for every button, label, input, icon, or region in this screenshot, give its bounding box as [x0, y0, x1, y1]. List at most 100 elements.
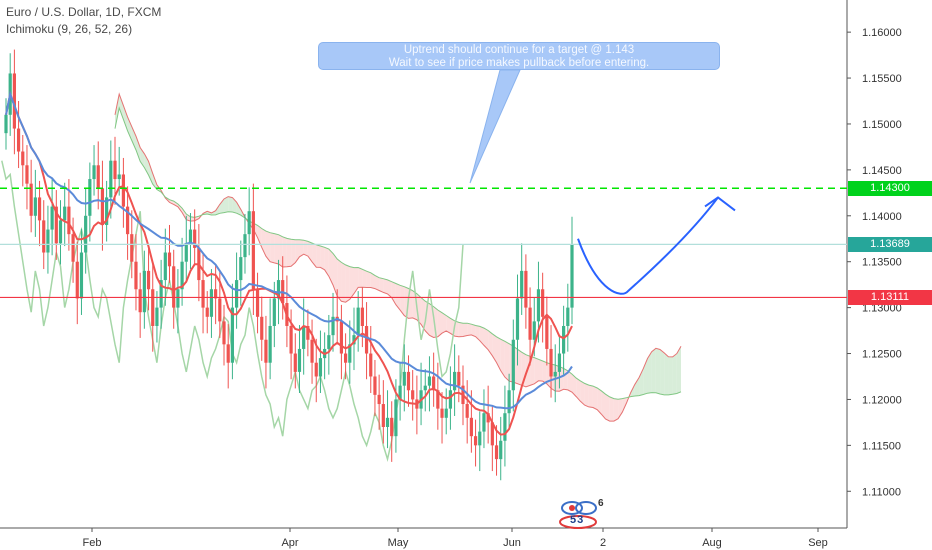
ichimoku-cloud-segment — [655, 348, 661, 394]
annotation-callout[interactable]: Uptrend should continue for a target @ 1… — [318, 42, 720, 70]
candle-body — [406, 371, 411, 391]
ichimoku-cloud-segment — [358, 267, 363, 288]
y-tick-label: 1.12000 — [862, 394, 902, 406]
ichimoku-cloud-segment — [224, 196, 229, 213]
candle-body — [377, 394, 381, 405]
candle-body — [255, 289, 260, 317]
ichimoku-cloud-segment — [483, 328, 489, 350]
ichimoku-cloud-segment — [647, 351, 652, 394]
candle-body — [348, 344, 352, 363]
candle-body — [230, 307, 234, 363]
ichimoku-cloud-segment — [572, 374, 577, 397]
candle-body — [4, 114, 8, 134]
candle-body — [553, 371, 557, 377]
candle-body — [503, 413, 507, 441]
logo-badge: 6 — [598, 498, 604, 509]
candle-body — [499, 440, 503, 460]
ichimoku-cloud-segment — [379, 277, 384, 293]
ichimoku-cloud-segment — [609, 396, 614, 422]
ichimoku-cloud-segment — [333, 253, 338, 297]
y-tick-label: 1.14500 — [862, 165, 902, 177]
candle-body — [188, 229, 193, 244]
candle-body — [570, 244, 574, 308]
candle-body — [146, 270, 151, 290]
candle-body — [142, 270, 146, 313]
ichimoku-cloud-segment — [471, 324, 476, 337]
candle-body — [88, 179, 92, 216]
ichimoku-cloud-segment — [580, 380, 585, 406]
candle-body — [478, 431, 482, 446]
ichimoku-cloud-segment — [345, 264, 350, 303]
candle-body — [268, 325, 272, 363]
candle-body — [411, 390, 415, 400]
ichimoku-cloud-segment — [123, 105, 128, 131]
ichimoku-cloud-segment — [400, 285, 405, 316]
candle-body — [486, 413, 490, 423]
candle-body — [205, 307, 209, 317]
ichimoku-cloud-segment — [328, 248, 334, 286]
candle-body — [566, 307, 570, 326]
ichimoku-cloud-segment — [215, 204, 220, 215]
candle-body — [234, 280, 239, 308]
ichimoku-cloud-segment — [295, 239, 300, 263]
candle-body — [524, 270, 528, 308]
candle-body — [29, 183, 33, 216]
ichimoku-cloud-segment — [131, 126, 136, 150]
candle-body — [226, 344, 230, 363]
y-tick-label: 1.16000 — [862, 27, 902, 39]
ichimoku-cloud-segment — [320, 246, 325, 270]
projected-arrowhead — [704, 196, 736, 212]
candle-body — [25, 165, 29, 184]
candle-body — [105, 197, 109, 225]
ichimoku-cloud-segment — [257, 225, 262, 248]
candle-body — [75, 261, 79, 299]
ichimoku-cloud-segment — [605, 394, 610, 422]
ichimoku-cloud-segment — [496, 336, 501, 371]
projected-path — [577, 196, 719, 295]
y-tick-label: 1.15500 — [862, 73, 902, 85]
candle-body — [109, 160, 113, 198]
candle-body — [16, 128, 21, 152]
candle-body — [54, 206, 58, 244]
ichimoku-cloud-segment — [601, 390, 606, 419]
author-logo: 6 53 — [556, 498, 612, 530]
ichimoku-cloud-segment — [467, 323, 472, 336]
candle-body — [96, 165, 100, 189]
ichimoku-cloud-segment — [236, 202, 241, 216]
candle-body — [402, 371, 406, 386]
candle-body — [549, 348, 553, 377]
candle-body — [557, 353, 562, 372]
candle-body — [138, 289, 142, 313]
ichimoku-cloud-segment — [337, 258, 342, 302]
ichimoku-cloud-segment — [458, 322, 463, 337]
candle-body — [117, 174, 121, 180]
ichimoku-cloud-segment — [517, 349, 522, 386]
ichimoku-cloud-segment — [374, 275, 380, 291]
candle-body — [390, 417, 394, 437]
candle-body — [444, 408, 448, 418]
y-tick-label: 1.13500 — [862, 257, 902, 269]
chart-legend: Euro / U.S. Dollar, 1D, FXCM Ichimoku (9… — [6, 4, 161, 38]
candle-body — [180, 261, 184, 290]
ichimoku-cloud-segment — [341, 262, 346, 303]
candle-body — [427, 376, 432, 386]
ichimoku-cloud-segment — [676, 346, 682, 394]
x-tick-label: May — [388, 537, 409, 549]
ichimoku-cloud-segment — [349, 266, 354, 300]
candle-body — [163, 252, 167, 281]
candle-body — [172, 266, 176, 308]
candle-body — [448, 390, 453, 409]
candle-body — [125, 206, 130, 235]
y-tick-label: 1.13000 — [862, 303, 902, 315]
candle-body — [184, 243, 188, 262]
candle-body — [297, 348, 302, 372]
ichimoku-cloud-segment — [475, 325, 480, 341]
candle-body — [121, 174, 125, 207]
ichimoku-cloud-segment — [454, 320, 459, 337]
ichimoku-cloud-segment — [622, 397, 627, 413]
x-tick-label: Sep — [808, 537, 828, 549]
candle-body — [67, 206, 71, 235]
candle-body — [385, 417, 390, 427]
x-tick-label: 2 — [600, 537, 606, 549]
